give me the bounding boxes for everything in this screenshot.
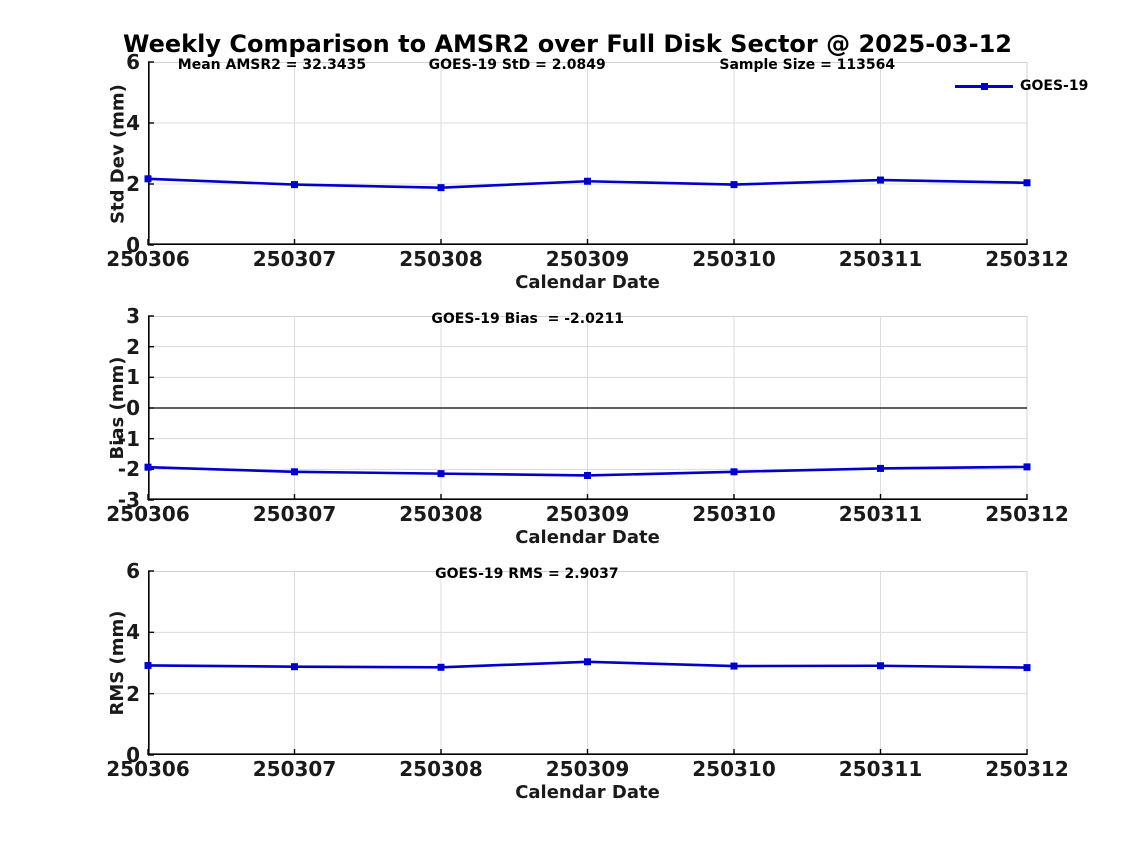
data-marker bbox=[584, 177, 591, 185]
x-axis-label: Calendar Date bbox=[515, 782, 660, 803]
y-axis-label: Std Dev (mm) bbox=[107, 83, 128, 224]
x-tick-label: 250307 bbox=[252, 757, 337, 781]
x-tick-label: 250311 bbox=[838, 502, 923, 526]
x-tick-label: 250309 bbox=[545, 247, 630, 271]
annotation: GOES-19 RMS = 2.9037 bbox=[435, 566, 619, 582]
legend-marker-icon bbox=[981, 83, 988, 90]
x-tick-label: 250307 bbox=[252, 247, 337, 271]
subplot-bias: -3 -2 -1 0 1 2 3 250306 250307 250308 250309 250310… bbox=[106, 304, 1069, 548]
x-axis-label: Calendar Date bbox=[515, 527, 660, 548]
plot-area-bias bbox=[144, 315, 1031, 501]
y-tick-label: 2 bbox=[126, 681, 140, 706]
plot-area-rms bbox=[144, 570, 1031, 756]
subplot-rms: 0 2 4 6 250306 250307 250308 250309 250310 250311… bbox=[106, 559, 1069, 803]
data-marker bbox=[144, 463, 152, 471]
x-tick-label: 250310 bbox=[692, 502, 776, 526]
x-tick-label: 250308 bbox=[399, 757, 483, 781]
x-tick-label: 250309 bbox=[545, 757, 630, 781]
x-tick-label: 250309 bbox=[545, 502, 630, 526]
y-tick-label: 3 bbox=[126, 304, 140, 328]
x-tick-label: 250308 bbox=[399, 247, 483, 271]
annotation: GOES-19 Bias = -2.0211 bbox=[431, 311, 625, 327]
data-marker bbox=[730, 662, 738, 670]
data-marker bbox=[584, 471, 591, 479]
plot-area-std-dev bbox=[144, 61, 1031, 246]
x-tick-label: 250311 bbox=[838, 247, 923, 271]
data-marker bbox=[730, 181, 738, 189]
x-tick-label: 250306 bbox=[106, 502, 190, 526]
axes-box bbox=[148, 571, 1028, 755]
axes-box bbox=[148, 316, 1028, 500]
annotation: GOES-19 StD = 2.0849 bbox=[428, 57, 606, 73]
x-tick-label: 250306 bbox=[106, 757, 190, 781]
data-marker bbox=[730, 468, 738, 476]
data-marker bbox=[437, 184, 445, 192]
x-tick-label: 250312 bbox=[985, 757, 1069, 781]
data-marker bbox=[877, 176, 884, 184]
data-marker bbox=[1023, 463, 1031, 471]
x-tick-label: 250307 bbox=[252, 502, 337, 526]
y-tick-label: 1 bbox=[126, 365, 140, 390]
y-tick-label: 0 bbox=[126, 743, 140, 767]
data-marker bbox=[437, 663, 445, 671]
y-tick-label: 6 bbox=[126, 50, 140, 74]
x-tick-label: 250312 bbox=[985, 502, 1069, 526]
data-marker bbox=[291, 468, 298, 476]
x-axis-label: Calendar Date bbox=[515, 272, 660, 293]
data-marker bbox=[1023, 179, 1031, 187]
y-tick-label: 0 bbox=[126, 233, 140, 257]
subplot-std-dev: 0 2 4 6 250306 250307 250308 250309 250310 250311… bbox=[106, 50, 1088, 293]
x-tick-label: 250308 bbox=[399, 502, 483, 526]
y-tick-label: 6 bbox=[126, 559, 140, 583]
y-tick-label: 2 bbox=[126, 334, 140, 359]
data-marker bbox=[1023, 664, 1031, 672]
x-tick-label: 250311 bbox=[838, 757, 923, 781]
x-tick-label: 250306 bbox=[106, 247, 190, 271]
y-axis-label: RMS (mm) bbox=[107, 610, 128, 716]
y-tick-label: -2 bbox=[117, 457, 140, 482]
x-tick-label: 250310 bbox=[692, 757, 776, 781]
x-tick-label: 250310 bbox=[692, 247, 776, 271]
y-tick-label: 0 bbox=[126, 396, 140, 420]
y-tick-label: -1 bbox=[117, 426, 140, 451]
data-marker bbox=[437, 470, 445, 478]
y-axis-label: Bias (mm) bbox=[107, 356, 128, 460]
data-marker bbox=[144, 175, 152, 183]
y-tick-label: 4 bbox=[126, 111, 140, 135]
y-tick-label: 2 bbox=[126, 172, 140, 196]
y-tick-label: 4 bbox=[126, 620, 140, 645]
x-tick-label: 250312 bbox=[985, 247, 1069, 271]
data-marker bbox=[584, 658, 591, 666]
data-marker bbox=[291, 663, 298, 671]
annotation: Sample Size = 113564 bbox=[719, 57, 896, 73]
data-marker bbox=[877, 464, 884, 472]
data-marker bbox=[291, 181, 298, 189]
data-marker bbox=[877, 662, 884, 670]
chart-title: Weekly Comparison to AMSR2 over Full Dis… bbox=[123, 30, 1012, 58]
y-tick-label: -3 bbox=[117, 488, 140, 512]
legend-label: GOES-19 bbox=[1020, 78, 1089, 94]
data-marker bbox=[144, 661, 152, 669]
annotation: Mean AMSR2 = 32.3435 bbox=[177, 57, 367, 73]
